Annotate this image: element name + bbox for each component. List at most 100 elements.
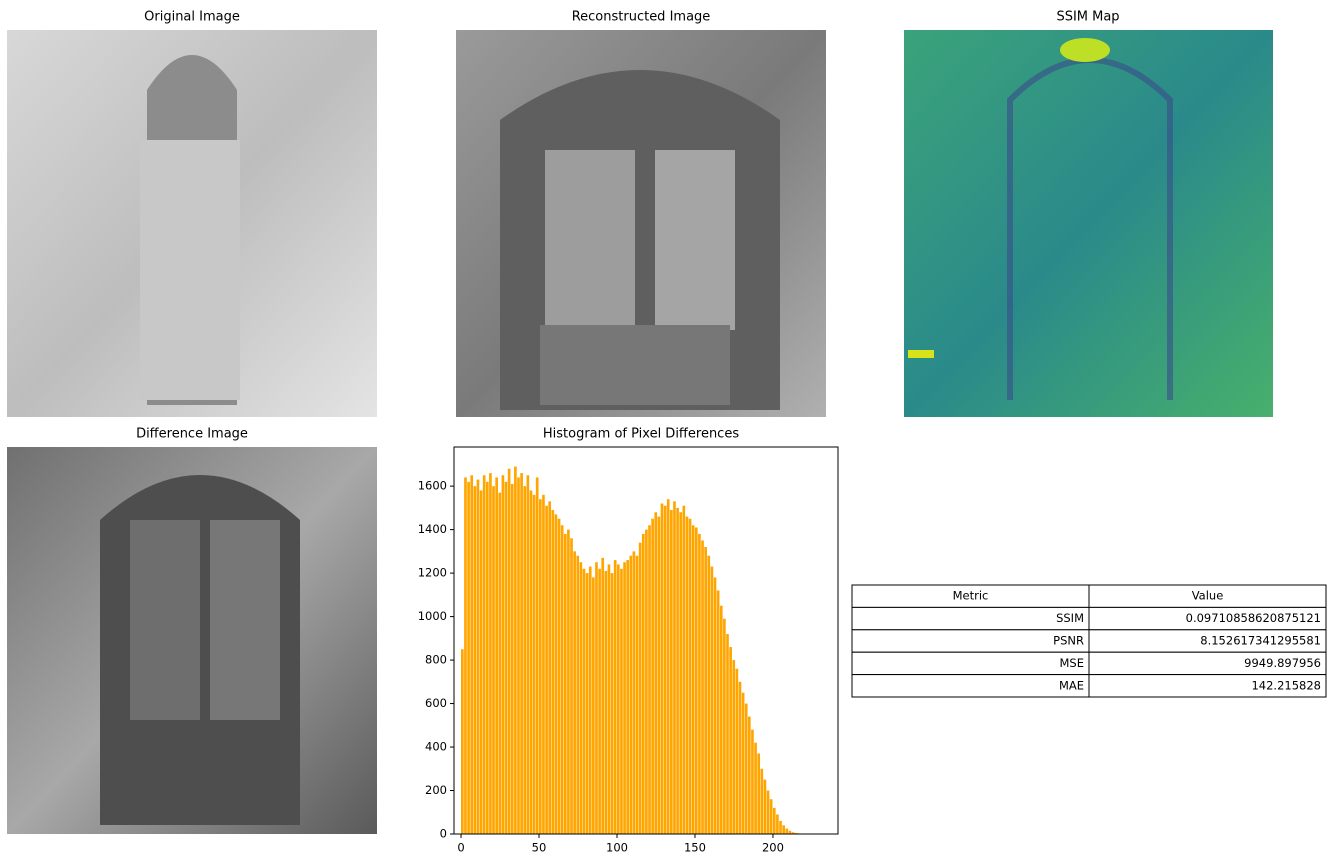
bar [679, 512, 682, 834]
bar [586, 573, 589, 834]
bar [498, 493, 501, 834]
bar [467, 482, 470, 834]
bar [651, 519, 654, 834]
y-tick-label: 1000 [418, 609, 447, 623]
bar [757, 754, 760, 834]
bar [486, 482, 489, 834]
y-tick-label: 1600 [418, 479, 447, 493]
bar [592, 577, 595, 834]
bar [530, 490, 533, 834]
bar [682, 506, 685, 834]
bar [648, 525, 651, 834]
bar [654, 512, 657, 834]
bar [636, 556, 639, 834]
bar [533, 495, 536, 834]
bar [539, 499, 542, 834]
bar [701, 540, 704, 834]
bar [542, 495, 545, 834]
bar [664, 506, 667, 834]
bar [751, 730, 754, 834]
table-text: SSIM [1056, 611, 1084, 625]
bar [723, 619, 726, 834]
bar [608, 564, 611, 834]
table-text: PSNR [1053, 634, 1084, 648]
bar [711, 567, 714, 834]
bar [698, 534, 701, 834]
table-cell [852, 607, 1089, 629]
table-text: 142.215828 [1251, 678, 1321, 692]
x-tick-label: 200 [762, 841, 784, 855]
bar [739, 682, 742, 834]
bar [461, 649, 464, 834]
table-text: MSE [1060, 656, 1085, 670]
bar [614, 560, 617, 834]
bar [732, 660, 735, 834]
bar [658, 517, 661, 834]
chart-title: Histogram of Pixel Differences [543, 427, 739, 442]
bar [536, 477, 539, 834]
bar [633, 551, 636, 834]
bar [745, 704, 748, 834]
bar [545, 506, 548, 834]
bar [564, 534, 567, 834]
bar [483, 475, 486, 834]
bar [555, 514, 558, 834]
y-tick-label: 0 [440, 827, 447, 841]
bar [639, 543, 642, 834]
y-tick-label: 200 [425, 783, 447, 797]
bar [495, 477, 498, 834]
bar [714, 577, 717, 834]
bar [558, 519, 561, 834]
bar [689, 519, 692, 834]
bar [601, 558, 604, 834]
bar [611, 573, 614, 834]
bar [748, 717, 751, 834]
bar [785, 829, 788, 834]
bar [508, 469, 511, 834]
bar [673, 501, 676, 834]
bar [505, 482, 508, 834]
bar [561, 525, 564, 834]
table-text: 0.09710858620875121 [1186, 611, 1321, 625]
bar [726, 634, 729, 834]
x-tick-label: 50 [532, 841, 547, 855]
bar [580, 562, 583, 834]
bar [642, 534, 645, 834]
bar [527, 475, 530, 834]
bar [661, 504, 664, 834]
image-title: Reconstructed Image [572, 10, 711, 25]
image-reconstructed [456, 30, 826, 417]
bar [645, 530, 648, 834]
table-text: 9949.897956 [1244, 656, 1321, 670]
bar [464, 477, 467, 834]
table-header: Value [1192, 589, 1224, 603]
bar [480, 490, 483, 834]
table-text: MAE [1059, 678, 1084, 692]
bar [704, 547, 707, 834]
bar [605, 571, 608, 834]
bar [707, 556, 710, 834]
table-header: Metric [953, 589, 989, 603]
y-tick-label: 1200 [418, 566, 447, 580]
image-ssim-map [904, 30, 1273, 417]
bar [598, 569, 601, 834]
bar [776, 814, 779, 834]
bar [695, 527, 698, 834]
bar [686, 517, 689, 834]
bar [692, 525, 695, 834]
bar [620, 569, 623, 834]
bar [583, 569, 586, 834]
bar [623, 562, 626, 834]
bar [754, 743, 757, 834]
bar [773, 808, 776, 834]
bar [567, 530, 570, 834]
figure: Original Image Reconstructed Image SSIM … [0, 0, 1332, 856]
bar [489, 473, 492, 834]
bar [520, 473, 523, 834]
table-text: 8.152617341295581 [1200, 634, 1321, 648]
x-tick-label: 150 [684, 841, 706, 855]
bar [767, 791, 770, 834]
x-tick-label: 0 [457, 841, 464, 855]
table-cell [852, 675, 1089, 697]
